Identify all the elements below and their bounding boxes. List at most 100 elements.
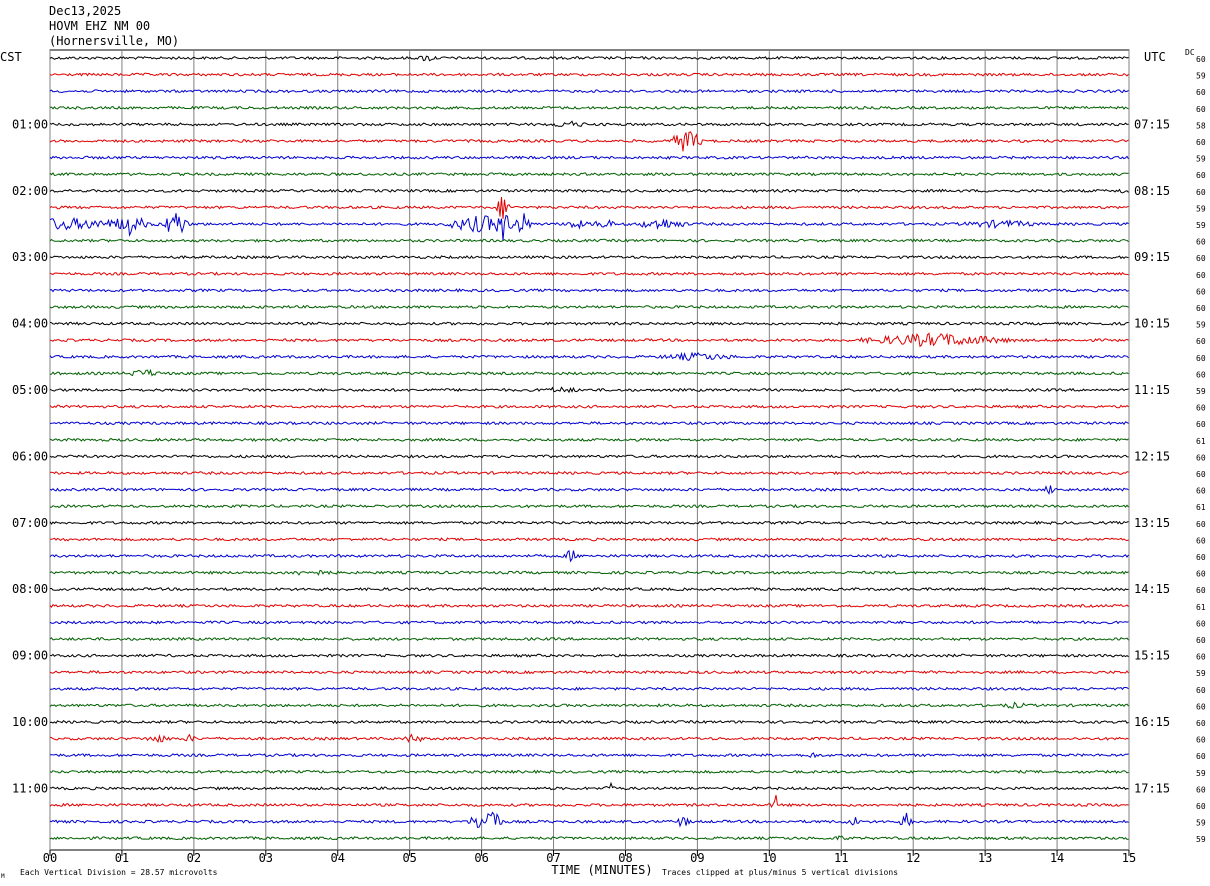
trace-line [49,304,1129,310]
chart-location: (Hornersville, MO) [49,34,180,48]
left-time-label: 06:00 [12,449,48,463]
trace-line [49,794,1129,808]
dc-value-label: 61 [1196,437,1206,446]
trace-line [49,351,1129,361]
corner-mark: M [1,873,5,880]
dc-value-label: 60 [1196,619,1206,628]
left-timezone: CST [0,50,22,64]
trace-line [49,386,1129,394]
left-time-label: 09:00 [12,649,48,663]
x-tick-label: 15 [1122,851,1136,865]
trace-line [49,670,1129,675]
trace-line [49,603,1129,609]
dc-value-label: 60 [1196,719,1206,728]
dc-value-label: 60 [1196,404,1206,413]
right-time-label: 17:15 [1134,781,1170,795]
dc-value-label: 60 [1196,271,1206,280]
scale-note: Each Vertical Division = 28.57 microvolt… [20,868,218,877]
x-tick-label: 08 [618,851,632,865]
x-tick-label: 14 [1050,851,1064,865]
right-time-label: 14:15 [1134,582,1170,596]
trace-line [49,503,1129,509]
trace-line [49,537,1129,542]
x-tick-label: 05 [402,851,416,865]
dc-value-label: 60 [1196,238,1206,247]
trace-line [49,470,1129,476]
x-tick-label: 10 [762,851,776,865]
trace-line [49,238,1129,243]
trace-line [49,105,1129,111]
trace-line [49,811,1129,828]
trace-line [49,653,1129,658]
trace-line [49,368,1129,377]
trace-line [49,196,1129,219]
chart-date: Dec13,2025 [49,4,122,18]
dc-value-label: 60 [1196,370,1206,379]
dc-value-label: 59 [1196,387,1206,396]
dc-value-label: 60 [1196,88,1206,97]
dc-value-label: 60 [1196,520,1206,529]
dc-value-label: 60 [1196,736,1206,745]
trace-line [49,120,1129,128]
dc-value-label: 60 [1196,171,1206,180]
left-time-label: 01:00 [12,117,48,131]
x-tick-label: 01 [115,851,129,865]
x-tick-label: 13 [978,851,992,865]
x-tick-label: 06 [474,851,488,865]
trace-line [49,288,1129,293]
trace-line [49,88,1129,94]
x-tick-label: 03 [259,851,273,865]
dc-value-label: 60 [1196,653,1206,662]
dc-value-label: 60 [1196,785,1206,794]
trace-line [49,835,1129,841]
trace-line [49,485,1129,495]
dc-value-label: 60 [1196,586,1206,595]
trace-line [50,686,1129,691]
dc-value-label: 60 [1196,188,1206,197]
trace-line [49,271,1129,277]
dc-value-label: 60 [1196,752,1206,761]
dc-value-label: 60 [1196,570,1206,579]
left-time-label: 11:00 [12,781,48,795]
dc-value-label: 59 [1196,769,1206,778]
trace-line [49,421,1129,426]
left-time-label: 10:00 [12,715,48,729]
trace-line [49,587,1129,592]
plot-frame [49,49,1130,851]
x-tick-label: 00 [43,851,57,865]
right-time-label: 16:15 [1134,715,1170,729]
dc-value-label: 60 [1196,354,1206,363]
dc-value-label: 60 [1196,287,1206,296]
dc-value-label: 59 [1196,72,1206,81]
right-time-label: 13:15 [1134,516,1170,530]
dc-value-label: 60 [1196,553,1206,562]
dc-value-label: 61 [1196,603,1206,612]
dc-value-label: 60 [1196,802,1206,811]
dc-value-label: 60 [1196,420,1206,429]
dc-value-label: 60 [1196,470,1206,479]
x-tick-label: 12 [906,851,920,865]
dc-value-label: 60 [1196,686,1206,695]
dc-value-label: 60 [1196,337,1206,346]
right-timezone: UTC [1144,50,1166,64]
trace-line [49,131,1129,152]
trace-line [49,719,1129,725]
right-time-label: 11:15 [1134,383,1170,397]
right-time-label: 10:15 [1134,317,1170,331]
trace-line [49,569,1129,576]
trace-line [49,620,1129,625]
dc-value-label: 59 [1196,221,1206,230]
x-axis-label: TIME (MINUTES) [551,863,652,877]
x-tick-label: 11 [834,851,848,865]
dc-value-label: 59 [1196,204,1206,213]
left-time-label: 05:00 [12,383,48,397]
dc-value-label: 60 [1196,105,1206,114]
dc-value-label: 60 [1196,138,1206,147]
trace-line [49,188,1129,194]
right-time-label: 12:15 [1134,449,1170,463]
clip-note: Traces clipped at plus/minus 5 vertical … [662,868,898,877]
trace-line [49,254,1129,260]
trace-line [50,752,1129,759]
dc-value-label: 60 [1196,702,1206,711]
left-time-label: 08:00 [12,582,48,596]
